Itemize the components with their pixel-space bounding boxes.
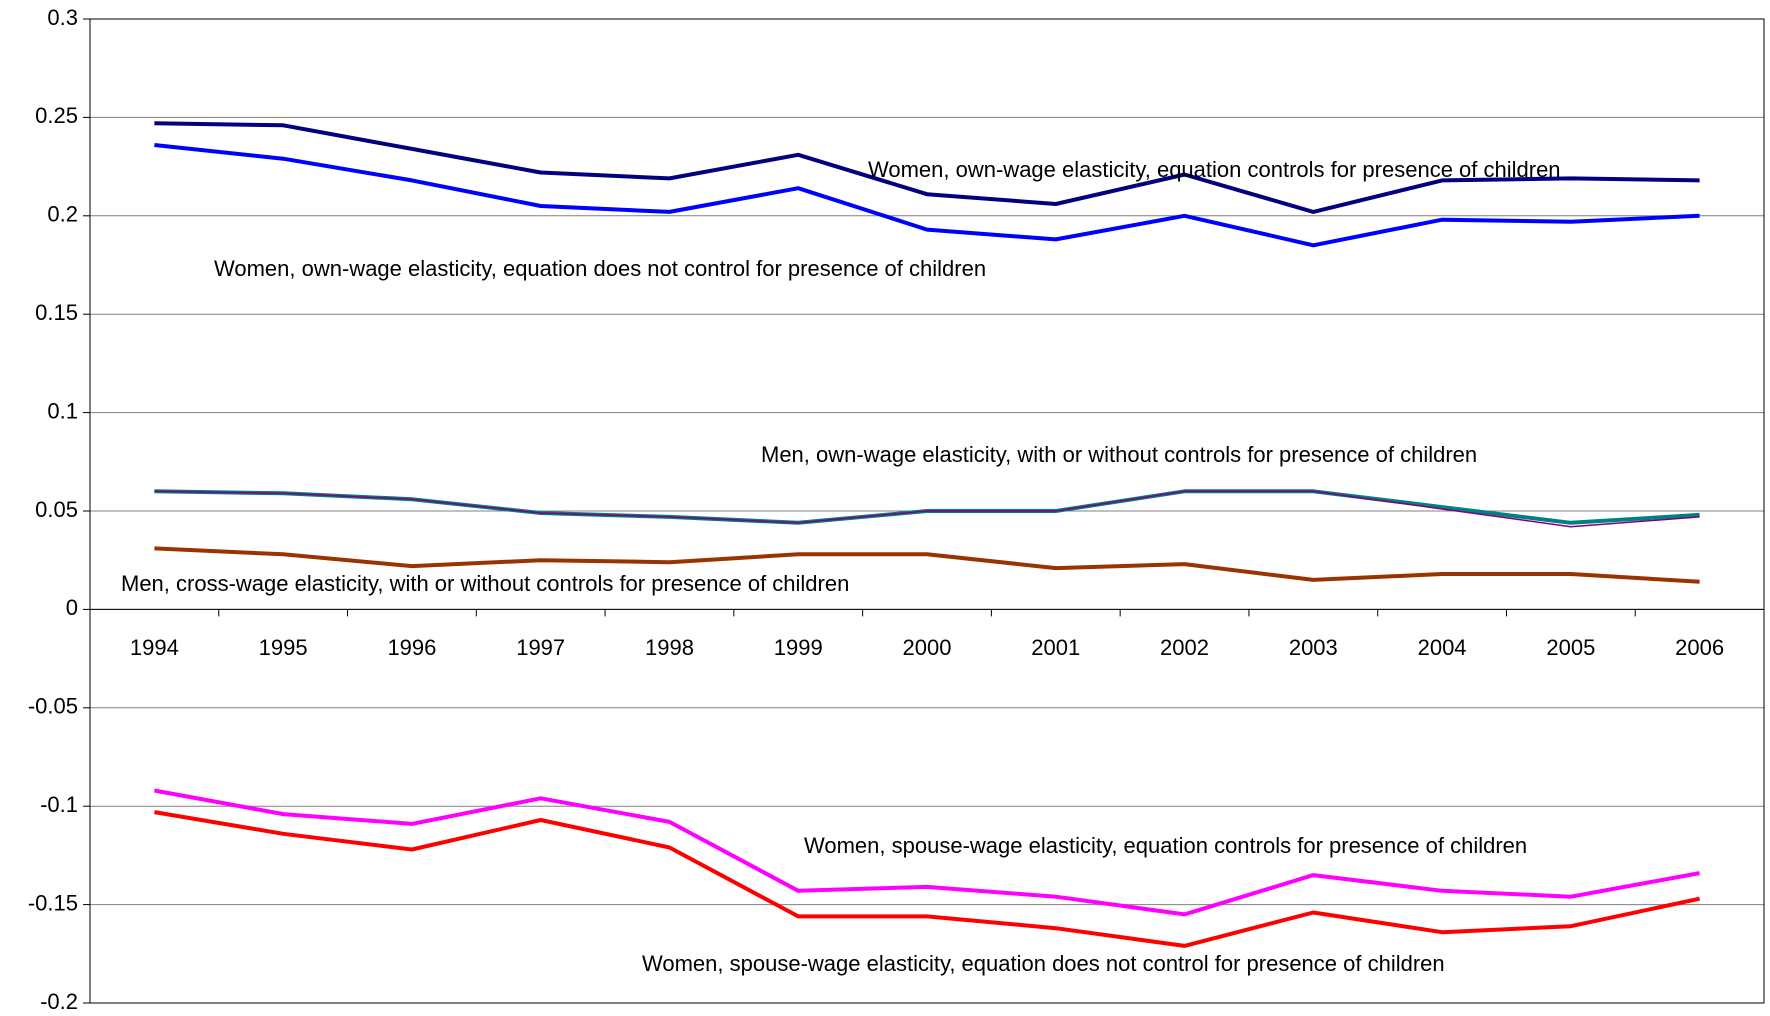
series-label: Women, spouse-wage elasticity, equation … <box>642 951 1445 976</box>
x-tick-label: 2005 <box>1546 635 1595 660</box>
series-line <box>154 143 1700 248</box>
y-tick-label: 0 <box>66 595 78 620</box>
x-tick-label: 2004 <box>1418 635 1467 660</box>
x-tick-label: 2001 <box>1031 635 1080 660</box>
x-tick-label: 2003 <box>1289 635 1338 660</box>
series-label: Men, own-wage elasticity, with or withou… <box>761 442 1477 467</box>
series-line <box>154 810 1701 948</box>
y-tick-label: 0.1 <box>47 398 78 423</box>
x-tick-label: 1999 <box>774 635 823 660</box>
y-tick-label: 0.25 <box>35 103 78 128</box>
y-tick-label: 0.3 <box>47 5 78 30</box>
x-tick-label: 2000 <box>903 635 952 660</box>
x-tick-label: 1997 <box>516 635 565 660</box>
series-label: Men, cross-wage elasticity, with or with… <box>121 571 849 596</box>
x-tick-label: 1996 <box>387 635 436 660</box>
x-tick-label: 1994 <box>130 635 179 660</box>
x-tick-label: 1995 <box>259 635 308 660</box>
y-tick-label: 0.05 <box>35 497 78 522</box>
y-tick-label: 0.2 <box>47 202 78 227</box>
series-label: Women, own-wage elasticity, equation con… <box>868 157 1561 182</box>
series-line <box>154 489 1700 525</box>
series-label: Women, spouse-wage elasticity, equation … <box>804 833 1527 858</box>
y-tick-label: -0.1 <box>40 792 78 817</box>
series-line <box>154 546 1700 584</box>
series-line <box>154 121 1700 214</box>
series-line <box>154 490 1700 528</box>
series-line <box>154 788 1700 917</box>
y-tick-label: -0.2 <box>40 989 78 1014</box>
x-tick-label: 2002 <box>1160 635 1209 660</box>
y-tick-label: 0.15 <box>35 300 78 325</box>
y-tick-label: -0.15 <box>28 890 78 915</box>
y-tick-label: -0.05 <box>28 694 78 719</box>
x-tick-label: 2006 <box>1675 635 1724 660</box>
x-tick-label: 1998 <box>645 635 694 660</box>
series-label: Women, own-wage elasticity, equation doe… <box>214 256 986 281</box>
